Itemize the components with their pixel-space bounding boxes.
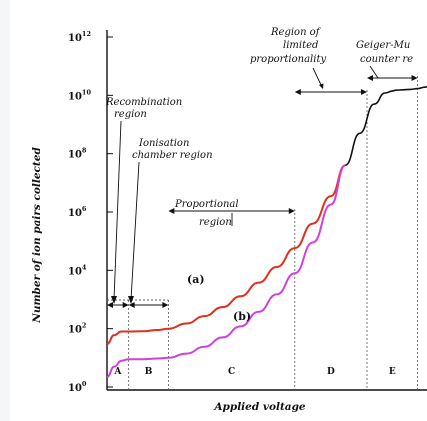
region-boundaries bbox=[128, 76, 418, 390]
leader-recombination bbox=[113, 120, 122, 301]
bracket-region-c-head-left bbox=[168, 208, 175, 214]
annotation-ionisation: Ionisation bbox=[138, 138, 189, 149]
y-tick-label: 104 bbox=[68, 263, 87, 277]
y-tick-label: 102 bbox=[68, 322, 86, 336]
annotation-geiger-2: counter re bbox=[360, 54, 413, 65]
leader-proportionality bbox=[312, 67, 323, 88]
region-brackets bbox=[107, 75, 418, 308]
bracket-region-a-head-right bbox=[122, 302, 129, 308]
y-tick-labels: 100 102 104 106 108 1010 1012 bbox=[68, 30, 91, 394]
x-axis-label: Applied voltage bbox=[213, 401, 306, 413]
y-tick-label: 1010 bbox=[68, 88, 91, 102]
series-line-b bbox=[106, 164, 346, 378]
bracket-region-b-head-right bbox=[162, 302, 169, 308]
region-letter-e: E bbox=[389, 367, 396, 377]
annotation-recombination-2: region bbox=[114, 109, 147, 120]
arrowhead-ionisation bbox=[128, 296, 134, 304]
annotation-recombination: Recombination bbox=[105, 97, 182, 108]
y-axis-label: Number of ion pairs collected bbox=[31, 147, 43, 324]
arrowhead-proportionality bbox=[319, 83, 324, 89]
annotation-proportional: Proportional bbox=[174, 199, 239, 210]
annotation-limited-2: limited bbox=[283, 40, 318, 51]
series-a-label: (a) bbox=[187, 273, 205, 286]
series-curves bbox=[106, 85, 427, 378]
leader-geiger bbox=[369, 65, 379, 79]
bracket-region-c-head-right bbox=[288, 208, 295, 214]
bracket-region-e-head-left bbox=[367, 75, 373, 81]
bracket-region-a-head-left bbox=[107, 302, 113, 308]
y-tick-label: 1012 bbox=[68, 30, 91, 44]
annotation-limited-3: proportionality bbox=[250, 54, 326, 65]
y-tick-label: 106 bbox=[68, 205, 87, 219]
region-letter-b: B bbox=[145, 367, 153, 377]
bracket-region-d-head-right bbox=[361, 89, 367, 95]
bracket-region-e-head-right bbox=[411, 75, 418, 81]
annotation-limited-1: Region of bbox=[270, 27, 322, 38]
arrowhead-recombination bbox=[111, 296, 117, 304]
bracket-region-d-head-left bbox=[294, 89, 301, 95]
y-tick-marks bbox=[107, 36, 113, 388]
annotation-geiger-1: Geiger-Mu bbox=[356, 40, 410, 51]
y-tick-label: 100 bbox=[68, 380, 87, 394]
series-line-a bbox=[106, 164, 346, 345]
region-letter-d: D bbox=[327, 367, 335, 377]
bracket-region-b-head-left bbox=[128, 302, 135, 308]
region-letter-c: C bbox=[228, 367, 235, 377]
region-letters: A B C D E bbox=[113, 367, 395, 377]
annotation-proportional-2: region bbox=[199, 217, 232, 228]
region-letter-a: A bbox=[113, 367, 122, 377]
annotation-ionisation-2: chamber region bbox=[132, 150, 213, 161]
series-b-label: (b) bbox=[233, 310, 251, 323]
series-line-common bbox=[344, 85, 427, 167]
y-tick-label: 108 bbox=[68, 147, 87, 161]
leader-ionisation bbox=[130, 161, 140, 301]
